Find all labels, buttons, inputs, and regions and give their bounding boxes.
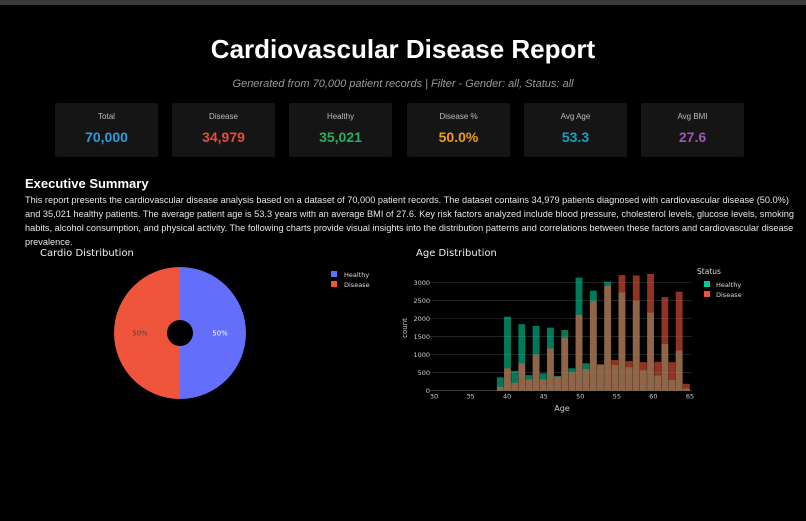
y-tick-label: 500	[418, 369, 430, 377]
legend-swatch	[704, 291, 710, 297]
bar-disease[interactable]	[561, 337, 569, 391]
bar-disease[interactable]	[496, 386, 504, 391]
bar-disease[interactable]	[511, 382, 519, 391]
stat-label: Avg Age	[560, 112, 591, 121]
bar-disease[interactable]	[554, 376, 561, 391]
bar-disease[interactable]	[589, 301, 597, 391]
bar-disease[interactable]	[682, 383, 690, 391]
bar-disease[interactable]	[611, 359, 619, 391]
bar-disease[interactable]	[582, 369, 590, 391]
bar-disease[interactable]	[568, 372, 576, 391]
stat-label: Disease	[209, 112, 238, 121]
stat-value: 53.3	[561, 129, 590, 145]
bar-disease[interactable]	[632, 275, 640, 391]
x-tick-label: 45	[540, 393, 548, 401]
bar-disease[interactable]	[625, 361, 633, 391]
histogram-chart: 0 500 1000 1500 2000 2500 3000 30 35 40 45 50 55 60 65	[413, 273, 694, 401]
stat-value: 35,021	[319, 129, 362, 145]
stat-label: Healthy	[326, 112, 355, 121]
bar-disease[interactable]	[539, 379, 547, 391]
bar-disease[interactable]	[647, 273, 654, 391]
bar-disease[interactable]	[525, 379, 533, 391]
pie-legend[interactable]: Healthy Disease	[331, 271, 370, 289]
bar-disease[interactable]	[504, 368, 511, 391]
x-tick-label: 35	[466, 393, 474, 401]
stat-card-disease: Disease 34,979	[172, 103, 275, 157]
legend-swatch	[704, 281, 710, 287]
x-tick-label: 30	[430, 393, 438, 401]
y-tick-label: 0	[426, 387, 430, 395]
y-tick-label: 1000	[413, 351, 430, 359]
bar-disease[interactable]	[597, 364, 604, 391]
stat-card-total: Total 70,000	[55, 103, 158, 157]
bar-healthy[interactable]	[496, 377, 504, 391]
bar-disease[interactable]	[654, 361, 662, 391]
page-title: Cardiovascular Disease Report	[210, 34, 596, 64]
stat-card-avg-bmi: Avg BMI 27.6	[641, 103, 744, 157]
y-tick-label: 2500	[413, 297, 430, 305]
legend-item-disease[interactable]: Disease	[716, 291, 742, 299]
y-axis-label: count	[401, 318, 409, 338]
legend-swatch	[331, 271, 337, 277]
x-tick-label: 40	[503, 393, 511, 401]
stat-value: 34,979	[202, 129, 245, 145]
summary-text: This report presents the cardiovascular …	[25, 195, 794, 247]
stat-label: Total	[98, 112, 115, 121]
x-tick-label: 55	[613, 393, 621, 401]
window-top-bar	[0, 0, 806, 5]
pie-slice-healthy[interactable]	[180, 267, 246, 399]
legend-item-healthy[interactable]: Healthy	[716, 281, 741, 289]
pie-slice-label: 50%	[132, 330, 148, 338]
summary-heading: Executive Summary	[25, 176, 149, 191]
pie-slice-label: 50%	[212, 330, 228, 338]
stat-value: 70,000	[85, 129, 128, 145]
legend-item-disease[interactable]: Disease	[344, 281, 370, 289]
pie-title: Cardio Distribution	[40, 248, 134, 259]
x-tick-label: 50	[576, 393, 584, 401]
bar-healthy[interactable]	[511, 370, 519, 391]
x-tick-label: 65	[686, 393, 694, 401]
bar-disease[interactable]	[518, 363, 526, 391]
bar-disease[interactable]	[661, 297, 669, 391]
legend-title: Status	[697, 267, 721, 276]
pie-chart: 50% 50%	[114, 267, 246, 399]
x-axis-label: Age	[554, 404, 570, 413]
bar-disease[interactable]	[675, 291, 683, 391]
y-tick-label: 2000	[413, 315, 430, 323]
stat-label: Avg BMI	[677, 112, 708, 121]
x-tick-label: 60	[649, 393, 657, 401]
stat-value: 27.6	[678, 129, 707, 145]
bar-healthy[interactable]	[504, 316, 511, 391]
y-tick-label: 1500	[413, 333, 430, 341]
bar-disease[interactable]	[575, 314, 583, 391]
legend-swatch	[331, 281, 337, 287]
stat-card-disease-pct: Disease % 50.0%	[407, 103, 510, 157]
legend-item-healthy[interactable]: Healthy	[344, 271, 369, 279]
bar-disease[interactable]	[546, 348, 554, 391]
page-subtitle: Generated from 70,000 patient records | …	[232, 78, 574, 90]
bar-disease[interactable]	[618, 275, 626, 391]
stat-card-avg-age: Avg Age 53.3	[524, 103, 627, 157]
bar-healthy[interactable]	[518, 324, 526, 391]
bar-disease[interactable]	[639, 362, 647, 391]
stat-value: 50.0%	[438, 129, 479, 145]
bar-disease[interactable]	[604, 285, 612, 391]
stat-card-healthy: Healthy 35,021	[289, 103, 392, 157]
pie-slice-disease[interactable]	[114, 267, 180, 399]
histogram-legend[interactable]: Healthy Disease	[704, 281, 742, 299]
hist-title: Age Distribution	[416, 248, 497, 259]
y-tick-label: 3000	[413, 279, 430, 287]
bar-disease[interactable]	[668, 362, 676, 391]
stat-label: Disease %	[439, 112, 478, 121]
bar-disease[interactable]	[532, 354, 540, 391]
